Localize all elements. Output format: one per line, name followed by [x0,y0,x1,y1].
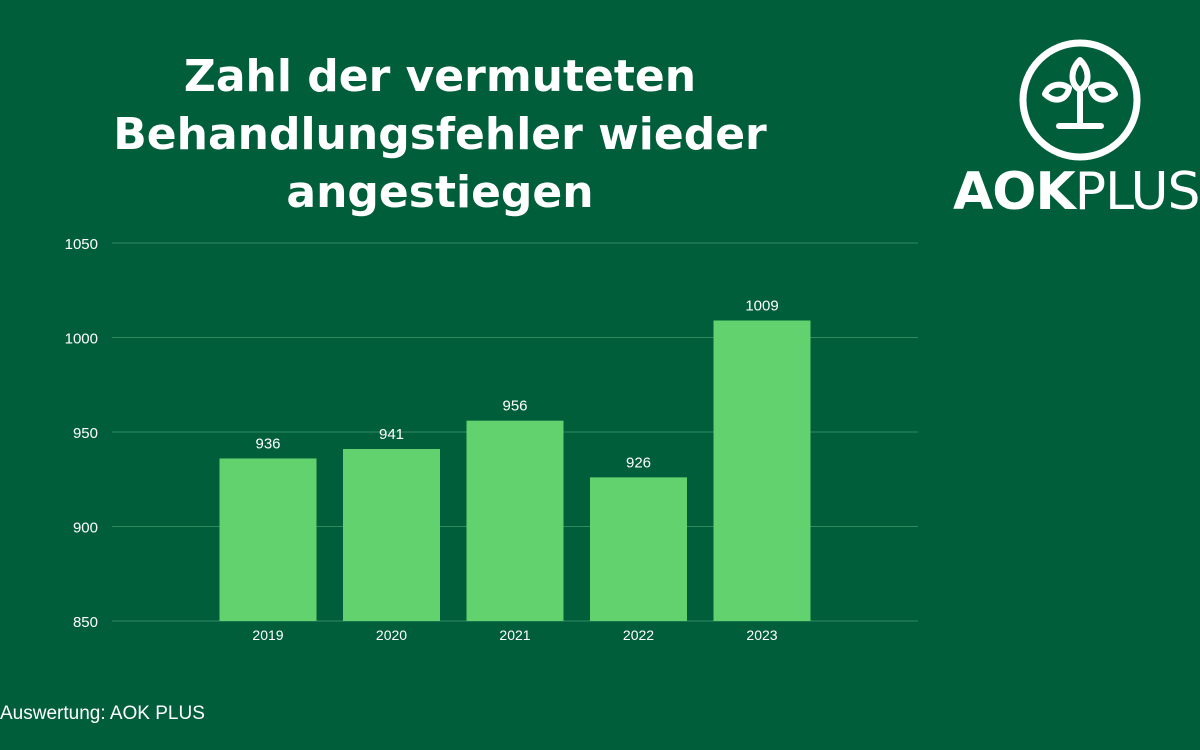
chart-title: Zahl der vermuteten Behandlungsfehler wi… [113,51,767,218]
data-label: 941 [379,426,404,443]
bar [466,420,564,621]
source-note: Auswertung: AOK PLUS [0,703,205,724]
y-tick-label: 850 [73,614,98,631]
bar [343,449,440,621]
logo-wordmark: AOKPLUS [953,162,1200,222]
aok-plus-logo: AOKPLUS [945,38,1200,223]
y-tick-label: 1050 [65,236,98,253]
bar [590,477,687,621]
x-tick-label: 2019 [252,627,283,643]
bar [219,458,317,621]
data-label: 1009 [745,297,778,314]
logo-text-aok: AOK [953,162,1076,222]
x-tick-label: 2021 [499,627,530,643]
y-tick-label: 900 [73,520,98,537]
aok-tree-icon [1019,39,1141,161]
data-label: 936 [255,435,280,452]
bar [713,320,811,621]
y-tick-label: 1000 [65,331,98,348]
data-label: 926 [626,454,651,471]
y-tick-label: 950 [73,425,98,442]
data-label: 956 [502,398,527,415]
x-tick-label: 2020 [376,627,407,643]
logo-text-plus: PLUS [1074,162,1200,222]
x-tick-label: 2022 [623,627,654,643]
x-tick-label: 2023 [746,627,777,643]
